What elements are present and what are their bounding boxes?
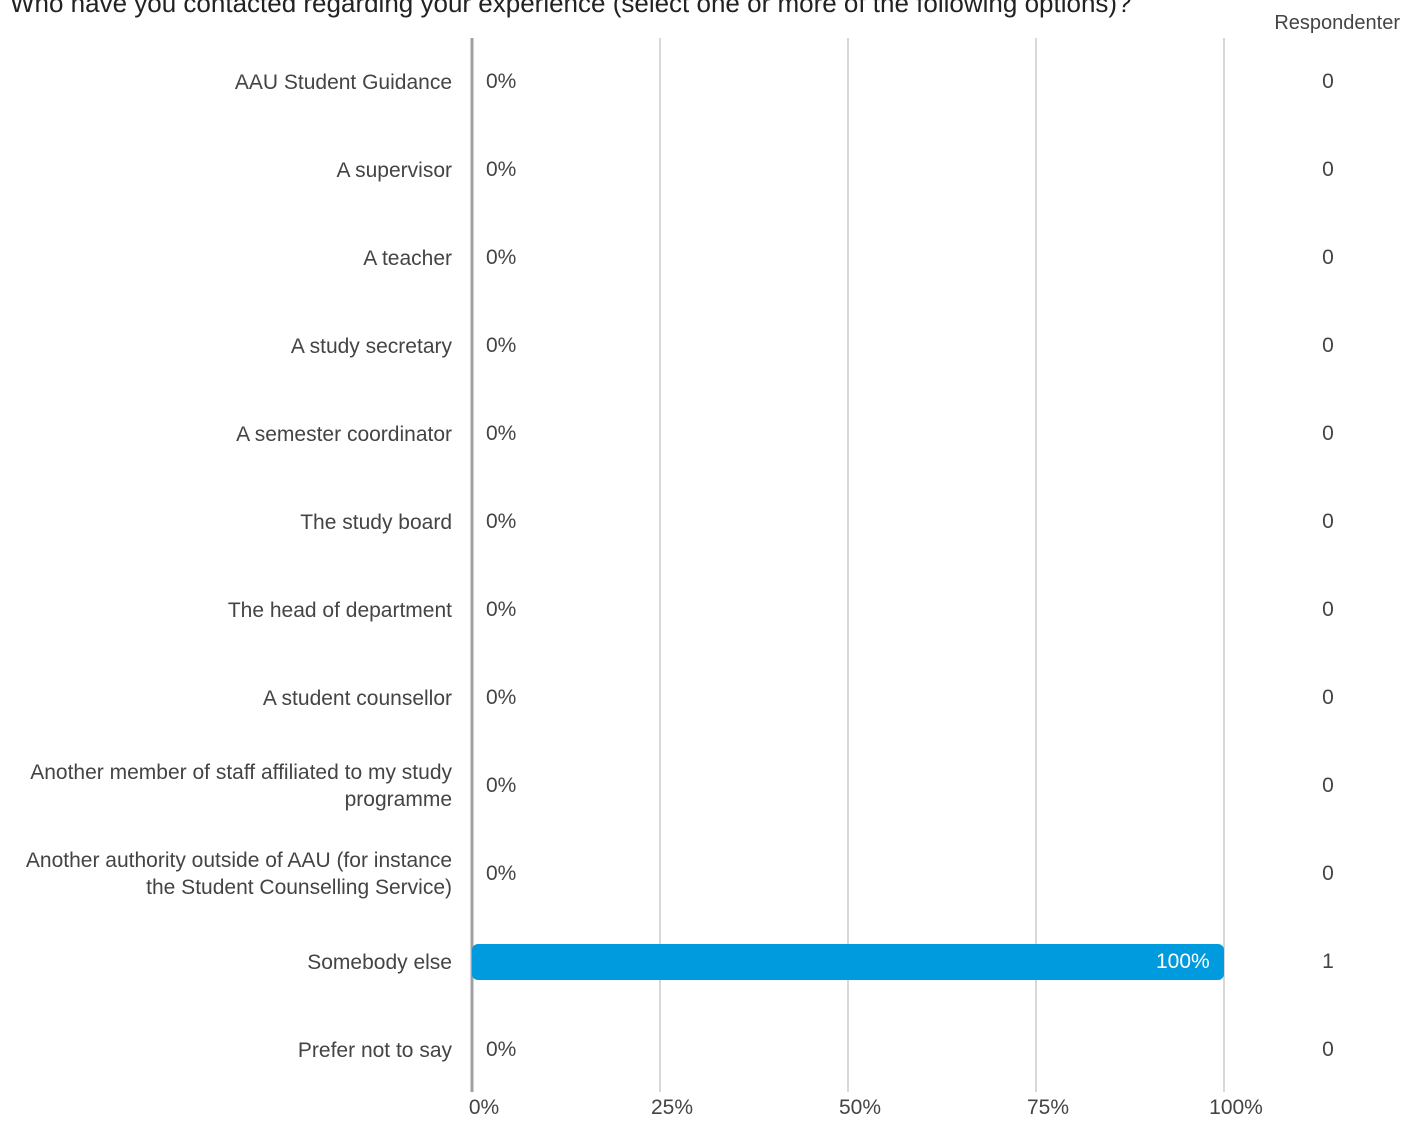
category-label: Somebody else — [307, 950, 452, 974]
data-label: 0% — [486, 686, 517, 709]
bar — [472, 944, 1224, 980]
data-label: 0% — [486, 70, 517, 93]
category-label: Another authority outside of AAU (for in… — [25, 849, 452, 899]
category-label: Another member of staff affiliated to my… — [30, 761, 452, 811]
category-label: A teacher — [363, 246, 452, 270]
x-tick-label: 0% — [468, 1096, 500, 1119]
data-label: 0% — [486, 246, 517, 269]
x-tick-label: 50% — [838, 1096, 882, 1119]
data-label: 100% — [1156, 950, 1210, 973]
category-label: A study secretary — [290, 334, 452, 358]
data-label: 0% — [486, 774, 517, 797]
data-label: 0% — [486, 598, 517, 621]
data-label: 0% — [486, 1038, 517, 1061]
respondent-count: 0 — [1322, 158, 1334, 181]
category-label: A supervisor — [336, 158, 452, 182]
category-label: A student counsellor — [262, 686, 452, 710]
x-tick-label: 100% — [1209, 1096, 1263, 1119]
x-tick-label: 25% — [650, 1096, 694, 1119]
respondent-count: 0 — [1322, 334, 1334, 357]
data-label: 0% — [486, 422, 517, 445]
respondent-count: 0 — [1322, 862, 1334, 885]
category-label: A semester coordinator — [236, 422, 452, 446]
respondent-count: 0 — [1322, 774, 1334, 797]
data-label: 0% — [486, 158, 517, 181]
respondents-column-header: Respondenter — [1274, 12, 1400, 34]
data-label: 0% — [486, 510, 517, 533]
chart-title: Who have you contacted regarding your ex… — [10, 0, 1132, 18]
respondent-count: 0 — [1322, 598, 1334, 621]
respondent-count: 0 — [1322, 70, 1334, 93]
respondent-count: 1 — [1322, 950, 1334, 973]
category-label: AAU Student Guidance — [234, 70, 452, 94]
data-label: 0% — [486, 334, 517, 357]
category-label: Prefer not to say — [297, 1038, 452, 1062]
respondent-count: 0 — [1322, 1038, 1334, 1061]
data-label: 0% — [486, 862, 517, 885]
category-label: The head of department — [227, 598, 452, 622]
respondent-count: 0 — [1322, 422, 1334, 445]
respondent-count: 0 — [1322, 686, 1334, 709]
category-label: The study board — [300, 510, 452, 534]
respondent-count: 0 — [1322, 246, 1334, 269]
respondent-count: 0 — [1322, 510, 1334, 533]
x-tick-label: 75% — [1026, 1096, 1070, 1119]
